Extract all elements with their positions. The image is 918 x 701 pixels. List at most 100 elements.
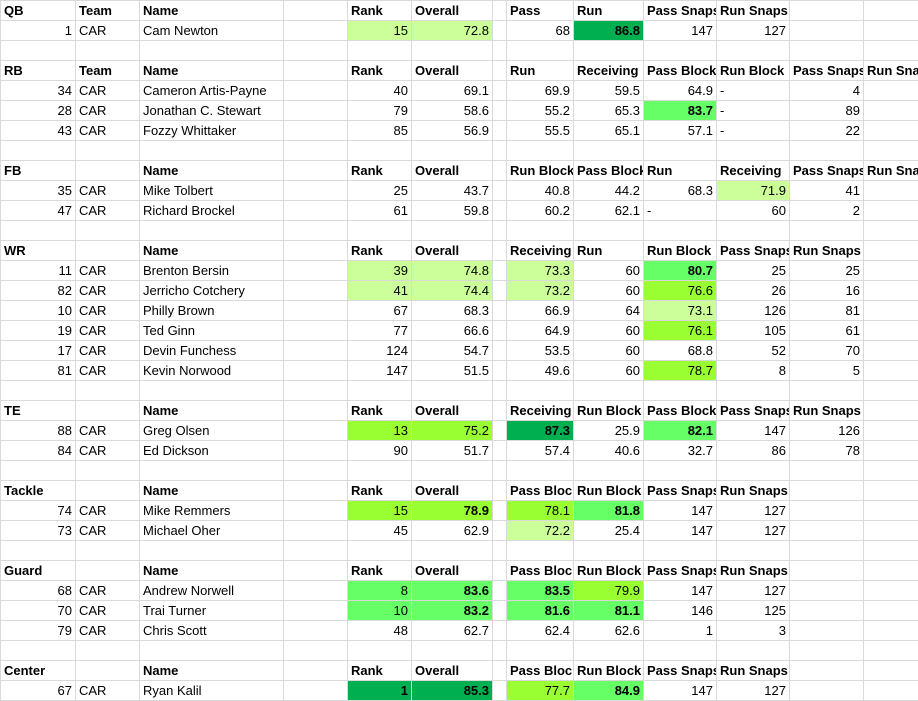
header-cell[interactable]: Run Snaps: [789, 400, 864, 421]
data-cell[interactable]: 86: [716, 440, 790, 461]
data-cell[interactable]: [863, 340, 918, 361]
data-cell[interactable]: 72.2: [506, 520, 574, 541]
data-cell[interactable]: 15: [347, 20, 412, 41]
data-cell[interactable]: 49.6: [506, 360, 574, 381]
data-cell[interactable]: [863, 580, 918, 601]
header-cell[interactable]: Run Snaps: [716, 0, 790, 21]
data-cell[interactable]: 66.9: [506, 300, 574, 321]
data-cell[interactable]: [283, 20, 348, 41]
data-cell[interactable]: [283, 600, 348, 621]
data-cell[interactable]: CAR: [75, 580, 140, 601]
empty-cell[interactable]: [506, 640, 574, 661]
empty-cell[interactable]: [0, 140, 76, 161]
data-cell[interactable]: 53.5: [506, 340, 574, 361]
data-cell[interactable]: [863, 520, 918, 541]
data-cell[interactable]: 87.3: [506, 420, 574, 441]
data-cell[interactable]: [492, 580, 507, 601]
empty-cell[interactable]: [863, 540, 918, 561]
data-cell[interactable]: 52: [716, 340, 790, 361]
header-cell[interactable]: [283, 560, 348, 581]
data-cell[interactable]: 124: [347, 340, 412, 361]
data-cell[interactable]: 40.6: [573, 440, 644, 461]
empty-cell[interactable]: [506, 460, 574, 481]
header-cell[interactable]: [75, 160, 140, 181]
data-cell[interactable]: Mike Remmers: [139, 500, 284, 521]
header-cell[interactable]: [789, 480, 864, 501]
data-cell[interactable]: Jonathan C. Stewart: [139, 100, 284, 121]
data-cell[interactable]: [492, 420, 507, 441]
data-cell[interactable]: 86: [863, 100, 918, 121]
empty-cell[interactable]: [347, 220, 412, 241]
data-cell[interactable]: 83.2: [411, 600, 493, 621]
data-cell[interactable]: 72.8: [411, 20, 493, 41]
data-cell[interactable]: Ed Dickson: [139, 440, 284, 461]
header-cell[interactable]: FB: [0, 160, 76, 181]
empty-cell[interactable]: [492, 640, 507, 661]
data-cell[interactable]: 60: [573, 360, 644, 381]
data-cell[interactable]: Trai Turner: [139, 600, 284, 621]
data-cell[interactable]: [283, 280, 348, 301]
data-cell[interactable]: 43.7: [411, 180, 493, 201]
data-cell[interactable]: 47: [0, 200, 76, 221]
empty-cell[interactable]: [75, 140, 140, 161]
data-cell[interactable]: 146: [643, 600, 717, 621]
data-cell[interactable]: [492, 280, 507, 301]
data-cell[interactable]: Cameron Artis-Payne: [139, 80, 284, 101]
data-cell[interactable]: 78.1: [506, 500, 574, 521]
data-cell[interactable]: Devin Funchess: [139, 340, 284, 361]
header-cell[interactable]: Pass: [506, 0, 574, 21]
data-cell[interactable]: 84: [0, 440, 76, 461]
data-cell[interactable]: CAR: [75, 100, 140, 121]
header-cell[interactable]: [789, 0, 864, 21]
data-cell[interactable]: 127: [716, 580, 790, 601]
data-cell[interactable]: [492, 620, 507, 641]
data-cell[interactable]: 61: [347, 200, 412, 221]
data-cell[interactable]: 40: [347, 80, 412, 101]
header-cell[interactable]: Name: [139, 240, 284, 261]
header-cell[interactable]: [283, 240, 348, 261]
header-cell[interactable]: [863, 240, 918, 261]
empty-cell[interactable]: [789, 220, 864, 241]
header-cell[interactable]: [75, 240, 140, 261]
data-cell[interactable]: 75.2: [411, 420, 493, 441]
data-cell[interactable]: 54.7: [411, 340, 493, 361]
data-cell[interactable]: [492, 100, 507, 121]
empty-cell[interactable]: [492, 140, 507, 161]
data-cell[interactable]: 62.7: [411, 620, 493, 641]
empty-cell[interactable]: [643, 640, 717, 661]
data-cell[interactable]: 147: [643, 520, 717, 541]
header-cell[interactable]: [75, 660, 140, 681]
data-cell[interactable]: 65.3: [573, 100, 644, 121]
header-cell[interactable]: Run Snaps: [716, 660, 790, 681]
header-cell[interactable]: Run Block: [716, 60, 790, 81]
header-cell[interactable]: Name: [139, 480, 284, 501]
data-cell[interactable]: [492, 600, 507, 621]
header-cell[interactable]: Team: [75, 60, 140, 81]
data-cell[interactable]: 62.6: [573, 620, 644, 641]
data-cell[interactable]: 2: [789, 200, 864, 221]
header-cell[interactable]: Run Block: [573, 480, 644, 501]
data-cell[interactable]: [283, 500, 348, 521]
data-cell[interactable]: [789, 500, 864, 521]
data-cell[interactable]: 78.7: [643, 360, 717, 381]
empty-cell[interactable]: [643, 220, 717, 241]
empty-cell[interactable]: [573, 540, 644, 561]
data-cell[interactable]: 76.1: [643, 320, 717, 341]
empty-cell[interactable]: [789, 540, 864, 561]
data-cell[interactable]: 25: [789, 260, 864, 281]
header-cell[interactable]: [283, 400, 348, 421]
empty-cell[interactable]: [283, 540, 348, 561]
empty-cell[interactable]: [492, 40, 507, 61]
data-cell[interactable]: 85: [347, 120, 412, 141]
data-cell[interactable]: CAR: [75, 620, 140, 641]
header-cell[interactable]: [789, 560, 864, 581]
data-cell[interactable]: 4: [789, 80, 864, 101]
header-cell[interactable]: Run Snaps: [789, 240, 864, 261]
data-cell[interactable]: [283, 620, 348, 641]
data-cell[interactable]: [283, 260, 348, 281]
header-cell[interactable]: Run Block: [573, 560, 644, 581]
data-cell[interactable]: 127: [716, 520, 790, 541]
data-cell[interactable]: 22: [789, 120, 864, 141]
data-cell[interactable]: 80.7: [643, 260, 717, 281]
empty-cell[interactable]: [716, 460, 790, 481]
